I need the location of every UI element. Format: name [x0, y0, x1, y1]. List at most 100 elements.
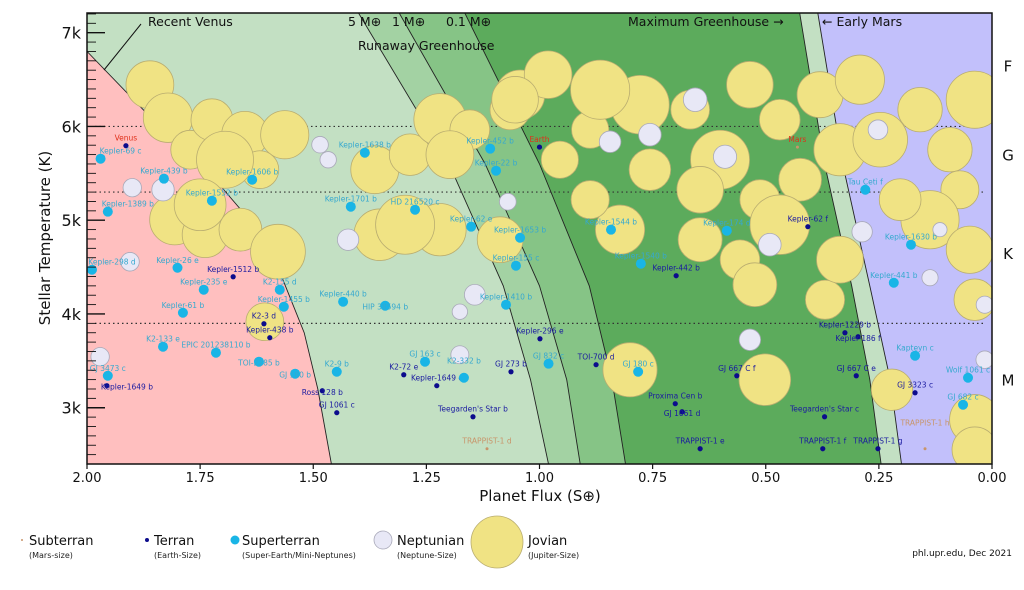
planet-label: Wolf 1061 c	[946, 366, 990, 375]
legend-jovian-sublabel: (Jupiter-Size)	[528, 551, 579, 560]
x-tick-label: 1.00	[525, 471, 554, 486]
planet-label: TRAPPIST-1 g	[852, 437, 902, 446]
superterran-planet	[177, 307, 188, 318]
superterran-planet	[172, 262, 183, 273]
terran-planet	[842, 330, 848, 336]
superterran-planet	[158, 173, 169, 184]
jovian-planet	[927, 127, 973, 173]
neptunian-planet	[758, 232, 782, 257]
planet-label: TRAPPIST-1 h	[899, 419, 949, 428]
early-mars-label: ← Early Mars	[822, 14, 902, 29]
legend-superterran-marker	[230, 535, 240, 545]
superterran-planet	[210, 347, 221, 358]
planet-label: GJ 667 C f	[718, 364, 756, 373]
jovian-planet	[677, 217, 723, 263]
superterran-planet	[906, 239, 917, 250]
legend-neptunian-label: Neptunian	[397, 534, 464, 549]
superterran-planet	[501, 299, 512, 310]
planet-label: GJ 3473 c	[90, 364, 126, 373]
terran-planet	[434, 383, 440, 389]
y-tick-label: 7k	[62, 24, 82, 43]
planet-label: Kepler-1540 b	[615, 252, 667, 261]
planet-label: TRAPPIST-1 f	[798, 437, 846, 446]
superterran-planet	[410, 204, 421, 215]
planet-label: GJ 273 b	[495, 360, 527, 369]
terran-planet	[853, 373, 859, 379]
legend-subterran-label: Subterran	[29, 534, 94, 549]
superterran-planet	[247, 174, 258, 185]
planet-label: Kepler-1410 b	[480, 293, 532, 302]
superterran-planet	[466, 221, 477, 232]
planet-label: Venus	[115, 134, 138, 143]
legend-jovian-marker	[470, 515, 524, 569]
terran-planet	[230, 274, 236, 280]
neptunian-planet	[463, 283, 486, 306]
planet-label: GJ 3323 c	[897, 381, 933, 390]
recent-venus-label: Recent Venus	[148, 14, 233, 29]
superterran-planet	[198, 284, 209, 295]
credit-text: phl.upr.edu, Dec 2021	[912, 549, 1012, 559]
terran-planet	[267, 335, 273, 341]
terran-planet	[679, 409, 685, 415]
planet-label: Tau Ceti f	[847, 178, 883, 187]
jovian-planet	[759, 99, 801, 141]
planet-label: Kepler-1638 b	[339, 141, 391, 150]
planet-label: Mars	[788, 135, 806, 144]
neptunian-planet	[451, 303, 468, 320]
planet-label: Teegarden's Star b	[437, 405, 508, 414]
planet-label: Kepler-235 e	[180, 278, 228, 287]
planet-label: K2-9 b	[325, 360, 350, 369]
superterran-planet	[458, 372, 469, 383]
legend-terran-sublabel: (Earth-Size)	[154, 551, 201, 560]
planet-label: Kepler-174 d	[703, 219, 751, 228]
neptunian-planet	[867, 119, 889, 140]
terran-planet	[672, 401, 678, 407]
x-axis-label: Planet Flux (S⊕)	[479, 487, 601, 505]
superterran-planet	[331, 366, 342, 377]
planet-label: Kepler-439 b	[140, 167, 188, 176]
neptunian-planet	[738, 328, 762, 351]
planet-label: HIP 38594 b	[362, 303, 408, 312]
neptunian-planet	[499, 192, 517, 211]
legend-subterran-sublabel: (Mars-size)	[29, 551, 73, 560]
jovian-planet	[595, 204, 646, 255]
terran-planet	[401, 372, 407, 378]
superterran-planet	[635, 258, 646, 269]
x-tick-label: 0.50	[751, 471, 780, 486]
spectral-class-label: M	[1002, 372, 1015, 390]
terran-planet	[673, 273, 679, 279]
planet-label: Kepler-61 b	[162, 301, 205, 310]
neptunian-planet	[122, 178, 142, 198]
y-tick-label: 5k	[62, 211, 82, 230]
superterran-planet	[278, 301, 289, 312]
superterran-planet	[380, 300, 391, 311]
terran-planet	[697, 446, 703, 452]
legend-jovian-label: Jovian	[527, 534, 567, 549]
neptunian-planet	[311, 136, 329, 154]
jovian-planet	[945, 70, 992, 129]
planet-label: GJ 1061 d	[664, 409, 701, 418]
jovian-planet	[173, 178, 227, 232]
planet-label: K2-3 d	[252, 312, 277, 321]
superterran-planet	[420, 356, 431, 367]
terran-planet	[805, 224, 811, 230]
planet-label: Kepler-1649 c	[411, 374, 463, 383]
y-tick-label: 3k	[62, 399, 82, 418]
superterran-planet	[543, 358, 554, 369]
jovian-planet	[523, 50, 573, 99]
planet-label: GJ 1061 c	[319, 401, 355, 410]
planet-label: K2-133 e	[146, 335, 180, 344]
jovian-planet	[738, 353, 792, 406]
jovian-planet	[540, 140, 579, 179]
planet-label: Earth	[529, 135, 549, 144]
x-tick-label: 1.50	[299, 471, 328, 486]
planet-label: GJ 163 c	[409, 350, 440, 359]
jovian-planet	[196, 130, 254, 189]
zone-recent-venus	[87, 51, 332, 464]
planet-label: Kepler-442 b	[652, 264, 700, 273]
neptunian-planet	[713, 144, 738, 169]
planet-label: EPIC 201238110 b	[181, 341, 250, 350]
planet-label: Kepler-1544 b	[585, 218, 637, 227]
jovian-planet	[726, 61, 774, 109]
